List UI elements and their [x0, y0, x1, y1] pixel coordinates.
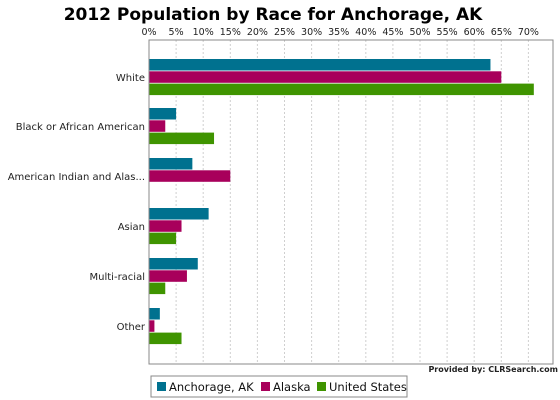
x-tick-label: 5%: [169, 27, 184, 38]
bar-alaska: [149, 220, 182, 232]
credit-text: Provided by: CLRSearch.com: [428, 365, 558, 374]
x-tick-label: 35%: [328, 27, 349, 38]
legend-swatch: [317, 382, 326, 391]
legend-label: Alaska: [273, 380, 311, 394]
bar-united-states: [149, 132, 215, 145]
bar-alaska: [149, 71, 502, 83]
bar-alaska: [149, 270, 187, 282]
y-axis-category-labels: White Black or African American American I…: [8, 73, 146, 333]
bar-alaska: [149, 120, 166, 132]
legend-box: [150, 375, 408, 398]
category-label: White: [116, 73, 145, 84]
category-label: Asian: [118, 222, 145, 233]
bar-alaska: [149, 320, 155, 332]
bar-anchorage: [149, 258, 198, 270]
legend: Anchorage, AK Alaska United States: [150, 375, 408, 398]
x-tick-label: 45%: [382, 27, 403, 38]
category-label: American Indian and Alas...: [8, 172, 145, 183]
bar-anchorage: [149, 59, 491, 71]
category-label: Other: [117, 322, 146, 333]
x-tick-label: 65%: [491, 27, 512, 38]
chart-title: 2012 Population by Race for Anchorage, A…: [64, 5, 483, 25]
bar-united-states: [149, 83, 534, 96]
x-axis-tick-labels: 0% 5% 10% 15% 20% 25% 30% 35% 40% 45% 50% 55% 60% 65%…: [141, 27, 539, 38]
legend-label: United States: [329, 380, 407, 394]
plot-border: [148, 39, 554, 365]
legend-swatch: [157, 382, 166, 391]
x-tick-label: 50%: [409, 27, 430, 38]
x-tick-label: 60%: [464, 27, 485, 38]
x-tick-label: 25%: [274, 27, 295, 38]
legend-label: Anchorage, AK: [169, 380, 254, 394]
bar-anchorage: [149, 308, 160, 320]
category-label: Multi-racial: [90, 272, 145, 283]
x-tick-label: 10%: [193, 27, 214, 38]
bars: [149, 59, 534, 345]
x-tick-label: 20%: [247, 27, 268, 38]
bar-united-states: [149, 332, 182, 345]
bar-united-states: [149, 282, 166, 295]
x-tick-label: 0%: [141, 27, 156, 38]
bar-anchorage: [149, 108, 177, 120]
legend-swatch: [261, 382, 270, 391]
category-label: Black or African American: [16, 122, 145, 133]
x-tick-label: 40%: [355, 27, 376, 38]
bar-anchorage: [149, 208, 209, 220]
x-tick-label: 15%: [220, 27, 241, 38]
bar-united-states: [149, 232, 177, 245]
x-tick-label: 70%: [518, 27, 539, 38]
x-tick-label: 55%: [437, 27, 458, 38]
bar-alaska: [149, 170, 231, 182]
x-tick-label: 30%: [301, 27, 322, 38]
bar-anchorage: [149, 158, 193, 170]
